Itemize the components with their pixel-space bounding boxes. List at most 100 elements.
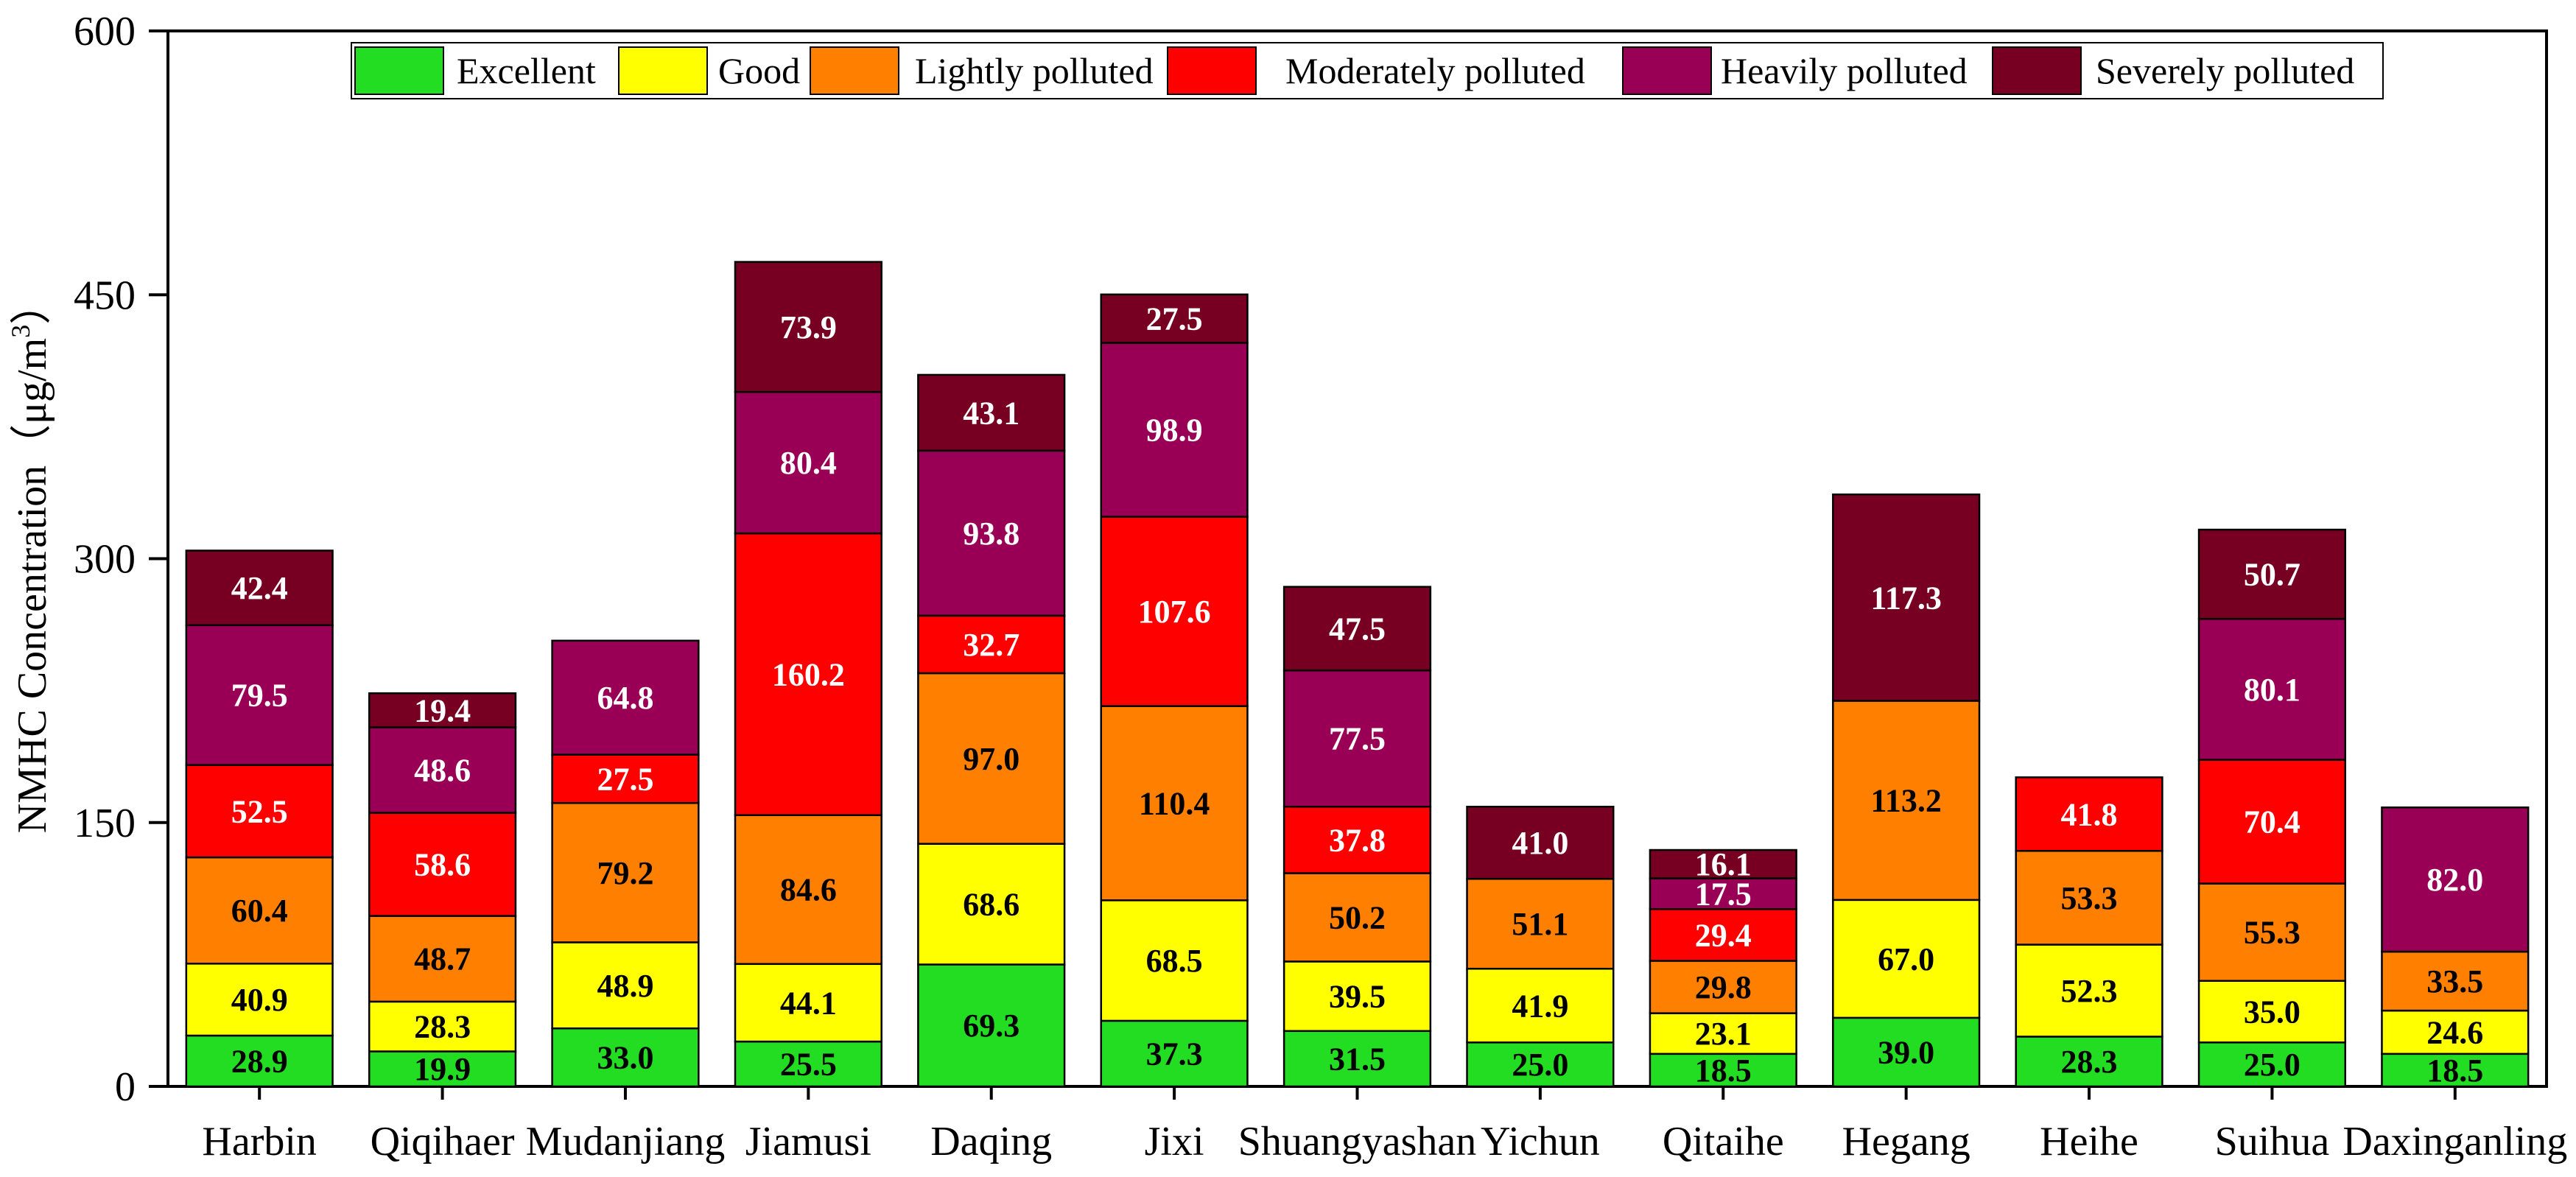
bar-segment — [734, 963, 882, 1043]
bar-data-label: 58.6 — [414, 847, 471, 883]
bar-data-label: 97.0 — [963, 741, 1019, 777]
bar-data-label: 28.9 — [231, 1043, 288, 1079]
bar-segment — [2197, 528, 2347, 620]
bar-segment — [917, 672, 1066, 845]
bar-data-label: 17.5 — [1695, 876, 1752, 912]
y-tick-label: 0 — [115, 1064, 136, 1110]
bar-segment — [1100, 899, 1249, 1022]
bar-data-label: 27.5 — [1146, 301, 1203, 337]
bar-data-label: 48.9 — [597, 968, 653, 1004]
bar-segment — [1100, 516, 1249, 707]
bar-segment — [2015, 944, 2163, 1038]
bar-segment — [2381, 1009, 2530, 1055]
bar-segment — [917, 449, 1066, 617]
bar-data-label: 51.1 — [1512, 906, 1568, 942]
y-axis-title-superscript: 3 — [6, 325, 35, 338]
x-axis-categories: Harbin Qiqihaer Mudanjiang Jiamusi Daqing Jix… — [202, 1086, 2567, 1164]
bar-segment — [185, 549, 334, 627]
bar-segment — [2015, 776, 2163, 852]
x-category-label: Qitaihe — [1663, 1119, 1784, 1164]
bar-data-label: 110.4 — [1139, 785, 1210, 821]
bar-segment — [734, 261, 882, 393]
bar-data-label: 98.9 — [1146, 412, 1203, 449]
legend-label: Good — [718, 50, 800, 91]
bar-data-label: 77.5 — [1329, 721, 1386, 757]
bar-segment — [1466, 806, 1615, 880]
y-tick-label: 600 — [74, 9, 136, 55]
bar-segment — [551, 801, 700, 944]
bar-data-label: 48.7 — [414, 941, 471, 977]
bar-data-label: 37.8 — [1329, 822, 1386, 858]
bar-segment — [1649, 1053, 1797, 1088]
x-category-label: Jixi — [1145, 1119, 1204, 1164]
bar-data-label: 41.8 — [2061, 796, 2118, 832]
bar-data-label: 43.1 — [963, 395, 1019, 431]
bar-segment — [368, 726, 517, 814]
legend-label: Heavily polluted — [1721, 50, 1968, 91]
bar-data-label: 50.7 — [2244, 557, 2300, 593]
bar-data-label: 73.9 — [780, 309, 837, 345]
bar-data-label: 37.3 — [1146, 1036, 1203, 1072]
x-category-label: Shuangyashan — [1238, 1119, 1477, 1164]
bar-data-label: 39.5 — [1329, 979, 1386, 1015]
y-axis-title: NMHC Concentration（μg/m3） — [6, 284, 55, 833]
bar-segment — [1649, 960, 1797, 1014]
legend-swatch — [1167, 46, 1257, 95]
bar-data-label: 25.0 — [2244, 1047, 2300, 1083]
bar-segment — [2197, 759, 2347, 885]
x-category-label: Daqing — [930, 1119, 1052, 1164]
bar-data-label: 16.1 — [1695, 846, 1752, 882]
bar-segment — [1832, 493, 1981, 702]
bar-segment — [1832, 700, 1981, 902]
bar-segment — [2015, 849, 2163, 946]
legend-label: Moderately polluted — [1285, 50, 1585, 91]
bar-data-label: 84.6 — [780, 872, 837, 908]
bar-data-label: 67.0 — [1878, 941, 1934, 977]
bar-data-label: 28.3 — [2061, 1044, 2118, 1080]
bar-data-label: 117.3 — [1870, 580, 1942, 616]
bar-segment — [1832, 1016, 1981, 1088]
bar-data-label: 42.4 — [231, 570, 288, 606]
bar-segment — [917, 963, 1066, 1088]
legend-swatch — [1622, 46, 1712, 95]
bar-data-label: 31.5 — [1329, 1041, 1386, 1077]
bar-data-label: 33.5 — [2426, 963, 2483, 999]
bar-data-label: 27.5 — [597, 761, 653, 797]
legend-swatch — [354, 46, 444, 95]
y-tick-label: 450 — [74, 273, 136, 318]
bar-data-label: 18.5 — [2426, 1053, 2483, 1089]
bar-data-label: 25.0 — [1512, 1047, 1568, 1083]
bar-segment — [1649, 877, 1797, 910]
x-category-label: Jiamusi — [745, 1119, 871, 1164]
bar-data-label: 41.9 — [1512, 988, 1568, 1024]
x-category-label: Yichun — [1481, 1119, 1600, 1164]
bar-segment — [1282, 586, 1432, 672]
bar-segment — [1100, 705, 1249, 902]
bar-segment — [2197, 882, 2347, 982]
bar-data-label: 80.1 — [2244, 672, 2300, 708]
bar-segment — [185, 624, 334, 766]
legend-label: Severely polluted — [2096, 50, 2354, 91]
bar-segment — [917, 843, 1066, 966]
bar-segment — [1649, 849, 1797, 879]
bar-data-label: 18.5 — [1695, 1053, 1752, 1089]
y-tick-label: 300 — [74, 537, 136, 583]
bar-data-label: 68.5 — [1146, 943, 1203, 979]
bar-data-label: 40.9 — [231, 982, 288, 1018]
bar-data-label: 107.6 — [1138, 594, 1211, 630]
bars-layer: 28.9 40.9 60.4 52.5 79.5 42.4 19.9 28.3 48.7 58.6… — [185, 261, 2530, 1089]
bar-segment — [368, 915, 517, 1003]
x-category-label: Harbin — [202, 1119, 317, 1164]
bar-data-label: 160.2 — [772, 656, 845, 692]
bar-data-label: 80.4 — [780, 445, 837, 481]
bar-segment — [1100, 342, 1249, 518]
bar-data-label: 79.5 — [231, 678, 288, 714]
bar-segment — [1466, 967, 1615, 1044]
bar-segment — [1282, 1030, 1432, 1088]
bar-data-label: 79.2 — [597, 855, 653, 891]
bar-segment — [734, 532, 882, 816]
x-category-label: Qiqihaer — [371, 1119, 515, 1164]
bar-data-label: 52.3 — [2061, 973, 2118, 1009]
bar-data-label: 32.7 — [963, 627, 1019, 663]
bar-data-label: 113.2 — [1870, 783, 1942, 819]
